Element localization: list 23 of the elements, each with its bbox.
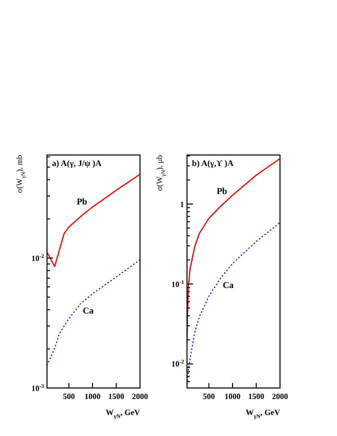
series-label: Pb [76,196,88,206]
series-label: Ca [82,306,94,316]
y-tick-label: 10$^{-3}$ [31,384,44,393]
y-tick-label: 10$^{-1}$ [171,280,184,289]
x-tick-label: 1000 [224,392,241,401]
y-tick-label: 10$^{-2}$ [171,360,184,369]
x-axis-title: W$_{γN}$, GeV [246,408,280,420]
x-tick-label: 1500 [248,392,264,401]
chart-title: a) A(γ, J/ψ )A [52,158,102,168]
series-label: Pb [216,186,228,196]
line-series [46,174,141,268]
x-tick-label: 1000 [84,392,101,401]
line-series [46,259,140,366]
x-tick-label: 500 [62,392,75,401]
y-tick-label: 10$^{-2}$ [31,254,44,263]
x-tick-label: 500 [202,392,215,401]
x-tick-label: 1500 [108,392,124,401]
x-axis-title: W$_{γN}$, GeV [106,408,140,420]
x-tick-label: 2000 [272,392,288,401]
series-label: Ca [222,280,234,290]
y-tick-label: 1 [180,200,184,209]
chart-title: b) A(γ,ϒ )A [192,158,234,168]
x-tick-label: 2000 [132,392,148,401]
